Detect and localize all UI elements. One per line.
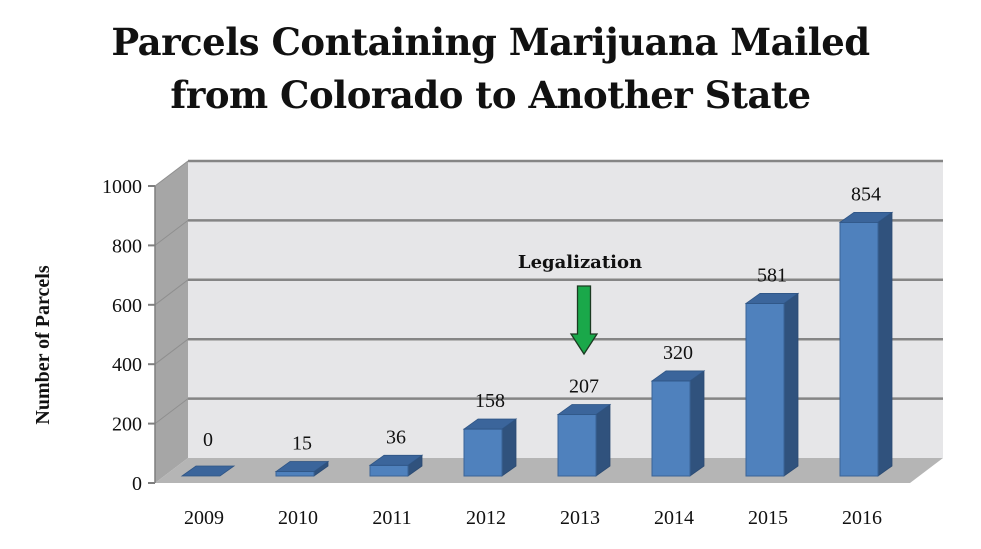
data-label: 207 <box>569 376 599 398</box>
x-axis: 2009 2010 2011 2012 2013 2014 2015 2016 <box>184 507 882 529</box>
bar-2015 <box>744 292 800 477</box>
chart-title-line-1: Parcels Containing Marijuana Mailed <box>111 20 870 64</box>
bar-top <box>744 293 800 304</box>
x-tick-label: 2015 <box>748 507 788 529</box>
bar-top <box>556 404 612 415</box>
bar-front <box>745 302 785 477</box>
data-label: 15 <box>292 433 312 455</box>
bar-top <box>462 418 518 430</box>
side-wall <box>155 161 188 483</box>
data-label: 854 <box>851 183 881 205</box>
gridline-side <box>154 220 189 246</box>
bar-2014 <box>650 370 706 477</box>
bar-front <box>651 380 691 477</box>
x-tick-label: 2010 <box>278 507 318 529</box>
x-tick-label: 2016 <box>842 507 882 529</box>
bar-front <box>463 428 503 477</box>
x-tick-label: 2009 <box>184 507 224 529</box>
y-tick-label: 800 <box>112 235 142 257</box>
gridline-side <box>154 160 189 187</box>
bar-front <box>839 221 879 477</box>
y-axis: 0 200 400 600 800 1000 <box>102 176 156 495</box>
y-tick-label: 200 <box>112 414 142 436</box>
annotation-label: Legalization <box>518 252 642 273</box>
bar-front <box>369 464 409 477</box>
bar-front <box>275 471 315 477</box>
bar-side <box>689 370 705 477</box>
x-tick-label: 2011 <box>372 507 411 529</box>
x-tick-label: 2012 <box>466 507 506 529</box>
bar-top <box>838 211 894 223</box>
bar-2010 <box>274 460 330 477</box>
bar-top <box>180 465 236 477</box>
x-tick-label: 2013 <box>560 507 600 529</box>
data-label: 320 <box>663 342 693 364</box>
data-label: 581 <box>757 264 787 286</box>
gridlines <box>154 159 943 424</box>
gridline-side <box>154 279 189 306</box>
y-tick-label: 600 <box>112 295 142 317</box>
y-axis-title: Number of Parcels <box>32 265 54 424</box>
data-labels: 0 15 36 158 207 320 581 854 <box>203 183 881 454</box>
data-label: 158 <box>475 390 505 412</box>
back-wall <box>188 161 943 458</box>
bar-2009 <box>180 465 236 477</box>
y-tick-label: 0 <box>132 473 142 495</box>
bar-top <box>650 370 706 382</box>
bar-2013 <box>556 403 612 477</box>
bar-2016 <box>838 211 894 477</box>
bar-top <box>368 454 424 466</box>
bar-side <box>595 403 611 477</box>
bar-front <box>557 414 597 477</box>
data-label: 36 <box>386 426 406 448</box>
data-label: 0 <box>203 429 213 451</box>
gridline-side <box>154 398 189 424</box>
gridline-side <box>154 338 189 365</box>
chart-frame <box>155 161 943 483</box>
chart-title: Parcels Containing Marijuana Mailed from… <box>0 16 981 122</box>
bar-side <box>877 211 893 477</box>
y-tick-label: 1000 <box>102 176 142 198</box>
x-tick-label: 2014 <box>654 507 694 529</box>
y-tick-label: 400 <box>112 354 142 376</box>
bars <box>180 211 894 477</box>
annotations: Legalization <box>518 252 642 356</box>
bar-2011 <box>368 454 424 477</box>
chart-title-line-2: from Colorado to Another State <box>170 73 811 117</box>
bar-2012 <box>462 418 518 477</box>
bar-side <box>783 292 799 477</box>
down-arrow-icon <box>569 285 599 356</box>
floor <box>155 458 943 483</box>
bar-top <box>274 461 330 472</box>
